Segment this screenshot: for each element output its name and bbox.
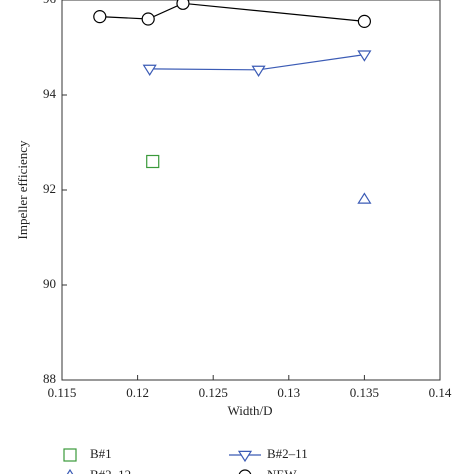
- data-point: [357, 50, 372, 62]
- x-tick-label: 0.115: [48, 385, 77, 400]
- y-tick-label: 94: [43, 86, 57, 101]
- data-point: [93, 10, 107, 24]
- legend-label: B#2–11: [267, 446, 308, 461]
- legend-label: NEW: [267, 467, 297, 474]
- legend-label: B#2–12: [90, 467, 131, 474]
- data-point: [146, 154, 160, 169]
- x-axis-label: Width/D: [228, 403, 273, 418]
- y-tick-label: 88: [43, 371, 56, 386]
- plot-frame: [61, 0, 441, 381]
- x-tick-label: 0.125: [199, 385, 228, 400]
- y-tick-label: 96: [43, 0, 57, 6]
- data-point: [357, 14, 371, 28]
- x-tick-label: 0.14: [429, 385, 452, 400]
- legend-label: B#1: [90, 446, 112, 461]
- legend-marker: [63, 448, 77, 462]
- x-tick-label: 0.135: [350, 385, 379, 400]
- series-line: [99, 2, 365, 22]
- data-point: [251, 65, 266, 77]
- legend-marker: [238, 469, 252, 474]
- y-tick-label: 90: [43, 276, 56, 291]
- data-point: [176, 0, 190, 10]
- x-tick-label: 0.12: [126, 385, 149, 400]
- data-point: [142, 64, 157, 77]
- legend-marker: [237, 450, 253, 463]
- data-point: [357, 192, 372, 204]
- legend-marker: [66, 468, 74, 474]
- y-tick-label: 92: [43, 181, 56, 196]
- x-tick-label: 0.13: [277, 385, 300, 400]
- data-point: [141, 12, 155, 26]
- y-axis-label: Impeller efficiency: [15, 140, 30, 240]
